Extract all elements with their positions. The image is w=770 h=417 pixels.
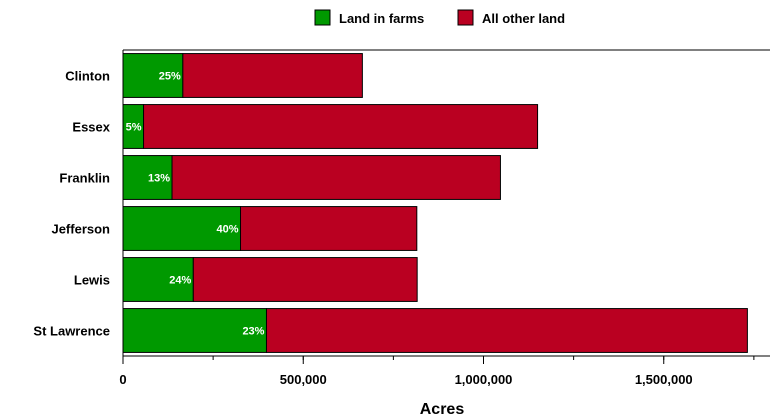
bar-percent-label: 24%	[169, 275, 191, 287]
category-label: Franklin	[59, 171, 110, 186]
bar-percent-label: 40%	[216, 224, 238, 236]
bar-percent-label: 25%	[159, 71, 181, 83]
bar-all-other-land-clinton	[182, 53, 363, 98]
x-tick-label: 0	[119, 372, 126, 387]
bar-percent-label: 5%	[126, 122, 142, 134]
category-label: Jefferson	[51, 222, 110, 237]
x-axis-title: Acres	[420, 401, 465, 417]
category-label: Lewis	[74, 273, 110, 288]
bar-land-in-farms-jefferson	[122, 206, 242, 251]
bar-all-other-land-lewis	[192, 257, 418, 302]
x-tick-label: 1,000,000	[455, 372, 513, 387]
legend-label-land-in-farms: Land in farms	[339, 11, 424, 26]
legend: Land in farms All other land	[314, 9, 565, 26]
bar-all-other-land-franklin	[171, 155, 501, 200]
legend-swatch-land-in-farms	[314, 9, 331, 26]
category-label: Clinton	[65, 69, 110, 84]
bar-all-other-land-jefferson	[240, 206, 418, 251]
category-label: St Lawrence	[33, 324, 110, 339]
bars-group: 25% 5% 13% 40% 24% 23%	[122, 53, 748, 353]
legend-swatch-all-other-land	[457, 9, 474, 26]
bar-land-in-farms-lewis	[122, 257, 194, 302]
category-label: Essex	[72, 120, 110, 135]
bar-percent-label: 23%	[242, 326, 264, 338]
legend-label-all-other-land: All other land	[482, 11, 565, 26]
x-tick-label: 500,000	[280, 372, 327, 387]
bar-percent-label: 13%	[148, 173, 170, 185]
bar-all-other-land-essex	[143, 104, 539, 149]
axes-group: Clinton Essex Franklin Jefferson Lewis St Law…	[33, 49, 770, 387]
x-tick-label: 1,500,000	[635, 372, 693, 387]
bar-land-in-farms-st-lawrence	[122, 308, 267, 353]
bar-land-in-farms-franklin	[122, 155, 173, 200]
bar-all-other-land-st-lawrence	[265, 308, 748, 353]
bar-land-in-farms-clinton	[122, 53, 184, 98]
